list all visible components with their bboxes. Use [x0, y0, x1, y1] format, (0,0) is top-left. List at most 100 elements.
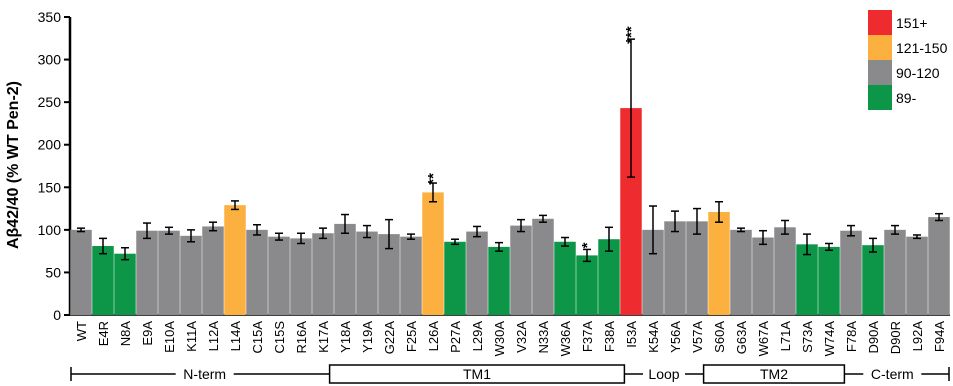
- bars-group: [70, 108, 950, 315]
- x-tick-label-n8a: N8A: [118, 321, 133, 347]
- significance-i53a: ***: [623, 26, 640, 44]
- error-bar-r16a: [297, 232, 305, 245]
- bar-d90a: [862, 245, 884, 315]
- error-bar-d90a: [869, 237, 877, 253]
- x-tick-label-l92a: L92A: [910, 321, 925, 352]
- x-tick-label-g22a: G22A: [382, 321, 397, 355]
- y-tick-label: 250: [38, 94, 62, 110]
- region-label: TM1: [463, 366, 491, 382]
- x-tick-label-c15s: C15S: [272, 321, 287, 354]
- bar-e4r: [92, 246, 114, 315]
- error-bar-s73a: [803, 233, 811, 256]
- bar-d90r: [884, 229, 906, 315]
- legend: 151+ 121-150 90-120 89-: [868, 10, 948, 110]
- error-bar-p27a: [451, 238, 459, 246]
- legend-label: 90-120: [896, 65, 940, 81]
- x-tick-label-y18a: Y18A: [338, 321, 353, 353]
- bar-e10a: [158, 230, 180, 315]
- bar-l14a: [224, 205, 246, 315]
- bar-f78a: [840, 230, 862, 315]
- x-tick-label-f25a: F25A: [404, 321, 419, 352]
- error-bar-g22a: [385, 218, 393, 250]
- error-bar-n33a: [539, 214, 547, 223]
- error-bar-l12a: [209, 221, 217, 232]
- error-bar-v32a: [517, 218, 525, 233]
- legend-label: 151+: [896, 15, 928, 31]
- bar-e9a: [136, 230, 158, 315]
- legend-label: 89-: [896, 90, 917, 106]
- x-tick-label-y56a: Y56A: [668, 321, 683, 353]
- significance-group: ******: [425, 26, 640, 248]
- bar-g63a: [730, 229, 752, 315]
- error-bar-s60a: [715, 201, 723, 223]
- x-tick-label-i53a: I53A: [624, 321, 639, 348]
- bar-s60a: [708, 211, 730, 315]
- bar-c15a: [246, 229, 268, 315]
- x-tick-label-v32a: V32A: [514, 321, 529, 353]
- error-bar-l26a: [429, 182, 437, 203]
- region-label: N-term: [183, 366, 226, 382]
- error-bar-l29a: [473, 225, 481, 238]
- error-bar-n8a: [121, 246, 129, 261]
- region-loop: Loop: [643, 365, 685, 383]
- legend-label: 121-150: [896, 40, 948, 56]
- region-label: TM2: [760, 366, 788, 382]
- x-tick-label-r16a: R16A: [294, 321, 309, 354]
- error-bar-k11a: [187, 229, 195, 243]
- bar-k11a: [180, 235, 202, 315]
- x-tick-label-d90a: D90A: [866, 321, 881, 354]
- x-tick-label-c15a: C15A: [250, 321, 265, 354]
- error-bar-e9a: [143, 222, 151, 240]
- bar-f94a: [928, 217, 950, 315]
- error-bar-w30a: [495, 241, 503, 252]
- legend-item-3: 89-: [868, 85, 917, 110]
- x-tick-label-l29a: L29A: [470, 321, 485, 352]
- bar-l29a: [466, 231, 488, 315]
- x-tick-label-p27a: P27A: [448, 321, 463, 353]
- bar-w36a: [554, 241, 576, 315]
- bar-l12a: [202, 226, 224, 315]
- y-tick-label: 0: [53, 307, 61, 323]
- y-tick-label: 300: [38, 52, 62, 68]
- error-bar-w74a: [825, 242, 833, 252]
- y-tick-label: 200: [38, 137, 62, 153]
- x-tick-label-f37a: F37A: [580, 321, 595, 352]
- x-tick-label-k54a: K54A: [646, 321, 661, 353]
- x-tick-label-l12a: L12A: [206, 321, 221, 352]
- error-bar-w67a: [759, 229, 767, 246]
- x-tick-label-s60a: S60A: [712, 321, 727, 353]
- bar-wt: [70, 229, 92, 315]
- error-bar-wt: [77, 227, 85, 233]
- x-tick-label-k17a: K17A: [316, 321, 331, 353]
- x-tick-label-f38a: F38A: [602, 321, 617, 352]
- error-bar-w36a: [561, 236, 569, 247]
- y-tick-label: 350: [38, 9, 62, 25]
- y-tick-label: 50: [45, 264, 61, 280]
- x-tick-label-g63a: G63A: [734, 321, 749, 355]
- x-tick-label-l14a: L14A: [228, 321, 243, 352]
- error-bar-i53a: [627, 38, 635, 178]
- error-bar-y19a: [363, 224, 371, 239]
- error-bar-k54a: [649, 205, 657, 255]
- region-tm2: TM2: [702, 364, 846, 384]
- error-bar-d90r: [891, 224, 899, 235]
- bar-i53a: [620, 108, 642, 315]
- bar-l92a: [906, 236, 928, 315]
- x-tick-label-w74a: W74A: [822, 321, 837, 357]
- error-bar-f38a: [605, 226, 613, 252]
- error-bar-f37a: [583, 248, 591, 263]
- error-bar-y18a: [341, 213, 349, 235]
- y-tick-label: 100: [38, 222, 62, 238]
- region-label: C-term: [871, 366, 914, 382]
- region-n-term: N-term: [175, 365, 234, 383]
- significance-f37a: *: [579, 242, 596, 248]
- x-tick-label-d90r: D90R: [888, 321, 903, 354]
- y-tick-label: 150: [38, 179, 62, 195]
- bar-f38a: [598, 239, 620, 315]
- legend-item-1: 121-150: [868, 35, 948, 60]
- legend-swatch: [868, 85, 892, 110]
- bar-s73a: [796, 244, 818, 315]
- x-tick-label-k11a: K11A: [184, 321, 199, 352]
- bar-v57a: [686, 221, 708, 315]
